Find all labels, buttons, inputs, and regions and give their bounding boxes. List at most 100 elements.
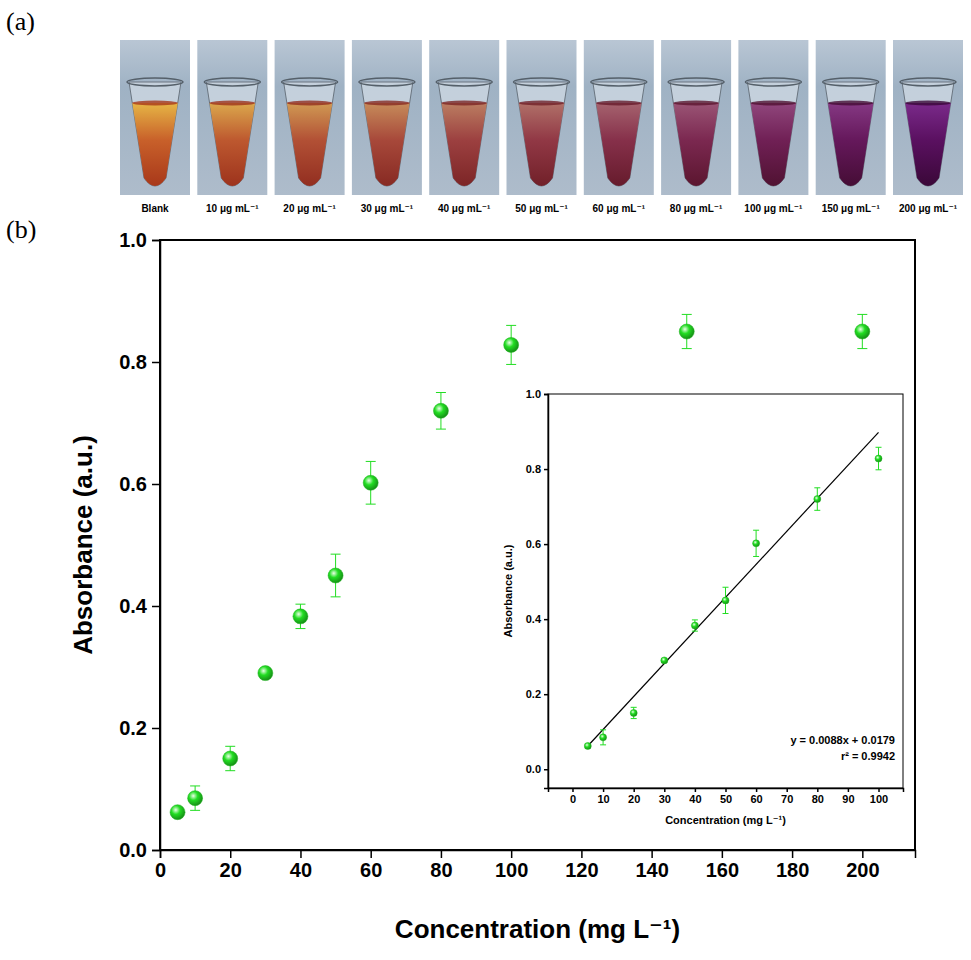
tick-label: 70 — [781, 793, 793, 805]
panel-letter: (b) — [6, 215, 36, 244]
error-cap — [753, 530, 759, 531]
photo-label: 150 μg mL⁻¹ — [822, 203, 881, 214]
tick-label: 0.8 — [119, 351, 147, 373]
error-cap — [190, 810, 200, 811]
tube-liquid — [441, 103, 486, 186]
error-cap — [682, 348, 692, 349]
tick: 0.6 — [526, 538, 548, 550]
panel-letter: (a) — [6, 7, 35, 36]
tube-liquid — [519, 103, 564, 186]
tube-photo — [197, 40, 267, 195]
photo-background — [275, 40, 345, 195]
tick: 0.8 — [119, 351, 160, 373]
tick-label: 0.4 — [526, 613, 542, 625]
tick-mark — [664, 788, 666, 792]
main-chart: 0204060801001201401601802000.00.20.40.60… — [68, 229, 916, 944]
tick: 0 — [155, 850, 166, 881]
tube-liquid — [673, 103, 718, 186]
tick-mark — [603, 788, 605, 792]
tick-mark — [695, 788, 697, 792]
tick: 0 — [570, 788, 576, 805]
photo-label: 30 μg mL⁻¹ — [361, 203, 414, 214]
photo-label: 20 μg mL⁻¹ — [283, 203, 336, 214]
tick-mark — [544, 769, 548, 771]
tube-rim — [900, 78, 956, 86]
tube-glass — [825, 82, 877, 186]
photo-background — [893, 40, 963, 195]
photo-label: 100 μg mL⁻¹ — [744, 203, 803, 214]
figure: (a)Blank10 μg mL⁻¹20 μg mL⁻¹30 μg mL⁻¹40… — [0, 0, 971, 960]
tick: 40 — [290, 850, 312, 881]
inset-chart: 01020304050607080901000.00.20.40.60.81.0… — [502, 388, 904, 826]
error-cap — [857, 348, 867, 349]
error-bar — [631, 707, 637, 718]
tick-mark — [152, 850, 160, 852]
tick-label: 0.6 — [119, 473, 147, 495]
error-cap — [692, 619, 698, 620]
tick-label: 0.0 — [526, 763, 541, 775]
data-point — [814, 496, 821, 503]
tick-label: 60 — [360, 859, 382, 881]
y-axis-title: Absorbance (a.u.) — [502, 544, 514, 637]
tick-mark — [581, 850, 583, 858]
tube-glass — [902, 82, 954, 186]
plot-frame — [548, 394, 903, 788]
error-cap — [436, 392, 446, 393]
liquid-meniscus — [905, 101, 950, 106]
tick: 50 — [720, 788, 732, 805]
tick: 20 — [220, 850, 242, 881]
tick-mark — [544, 544, 548, 546]
x-axis-title: Concentration (mg L⁻¹) — [395, 914, 680, 944]
tube-glass — [206, 82, 258, 186]
tube-photo — [584, 40, 654, 195]
tube-glass — [284, 82, 336, 186]
photo-background — [816, 40, 886, 195]
tick-label: 0.8 — [526, 463, 541, 475]
axis-line — [161, 851, 916, 859]
error-bar — [753, 530, 759, 556]
liquid-meniscus — [364, 101, 409, 106]
liquid-meniscus — [210, 101, 255, 106]
error-cap — [225, 770, 235, 771]
tick-label: 1.0 — [119, 229, 147, 251]
data-point — [170, 805, 185, 820]
tick-mark — [848, 788, 850, 792]
tick-label: 80 — [430, 859, 452, 881]
tick: 100 — [870, 788, 888, 805]
tick: 30 — [659, 788, 671, 805]
tube-photo — [429, 40, 499, 195]
tube-liquid — [751, 103, 796, 186]
tube-liquid — [828, 103, 873, 186]
photo-strip — [120, 40, 963, 195]
data-point — [691, 622, 698, 629]
error-cap — [814, 487, 820, 488]
tick-mark — [862, 850, 864, 858]
tube-glass — [747, 82, 799, 186]
axis: 0102030405060708090100 — [549, 788, 904, 805]
tick: 80 — [812, 788, 824, 805]
liquid-meniscus — [828, 101, 873, 106]
tube-photo — [893, 40, 963, 195]
tube-photo — [816, 40, 886, 195]
tick-label: 20 — [628, 793, 640, 805]
tick-label: 0 — [155, 859, 166, 881]
photo-label: 60 μg mL⁻¹ — [593, 203, 646, 214]
error-cap — [506, 364, 516, 365]
tube-liquid — [210, 103, 255, 186]
error-cap — [723, 587, 729, 588]
tick-label: 20 — [220, 859, 242, 881]
tick-mark — [722, 850, 724, 858]
data-point — [661, 657, 668, 664]
tick-label: 0.4 — [119, 595, 148, 617]
data-point — [293, 609, 308, 624]
tick-label: 40 — [290, 859, 312, 881]
tick-mark — [152, 728, 160, 730]
tick-mark — [633, 788, 635, 792]
tick-mark — [370, 850, 372, 858]
tube-glass — [593, 82, 645, 186]
tick-label: 90 — [842, 793, 854, 805]
tick: 10 — [597, 788, 609, 805]
fit-line — [588, 432, 879, 746]
axis: 0.00.20.40.60.81.0 — [526, 388, 549, 788]
photo-background — [429, 40, 499, 195]
